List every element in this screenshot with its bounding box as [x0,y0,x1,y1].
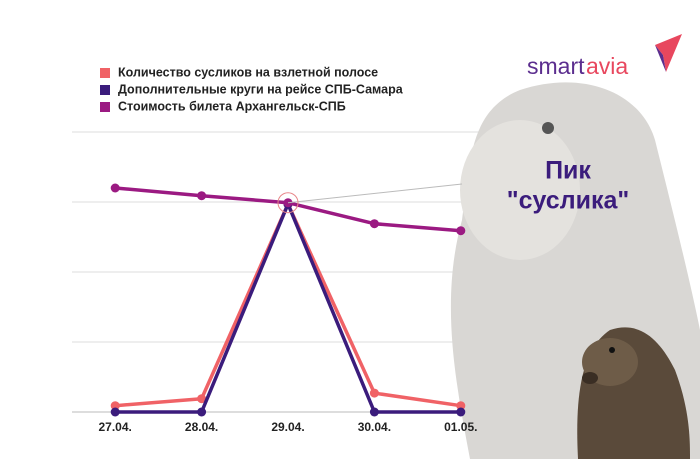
legend-swatch [100,85,110,95]
legend-label: Дополнительные круги на рейсе СПБ-Самара [118,82,404,96]
legend-label: Количество сусликов на взлетной полосе [118,65,378,79]
data-point [369,219,379,229]
legend-swatch [100,68,110,78]
annotation: "суслика" [507,187,629,215]
x-tick-label: 28.04. [185,420,218,434]
marmot-illustration [450,82,700,459]
legend-swatch [100,102,110,112]
logo-text: avia [586,53,628,79]
peak-highlight [277,192,299,214]
legend-label: Стоимость билета Архангельск-СПБ [118,99,346,113]
data-point [456,407,466,417]
logo-text: smart [527,53,585,79]
data-point [197,407,207,417]
series-line [115,202,462,408]
series-line [115,186,461,233]
data-point [456,401,466,411]
annotation: Пик [545,157,591,185]
x-tick-label: 01.05. [444,420,477,434]
annotation-pointer [287,183,463,204]
data-point [369,388,379,398]
logo: smart avia [527,34,682,79]
x-tick-label: 29.04. [271,420,304,434]
data-point [110,401,120,411]
data-point [197,394,207,404]
data-point [110,183,120,193]
plot [72,131,504,413]
x-tick-label: 27.04. [99,420,132,434]
data-point [197,191,207,201]
data-point [369,407,379,417]
x-tick-label: 30.04. [358,420,391,434]
data-point [456,226,466,236]
series-line [115,202,461,414]
data-point [110,407,120,417]
